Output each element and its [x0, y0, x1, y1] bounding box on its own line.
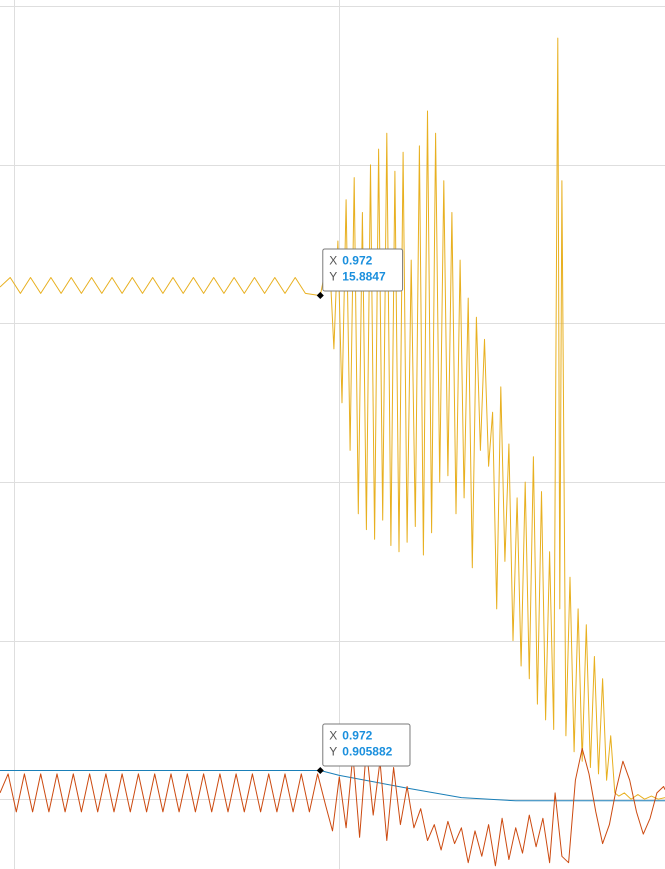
tooltip-0: X 0.972 Y 15.8847	[322, 248, 404, 292]
hover-markers	[316, 291, 324, 775]
tooltip-x-label-1: X	[329, 728, 337, 742]
tooltip-y-value-0: 15.8847	[342, 269, 386, 283]
tooltip-x-value-1: 0.972	[342, 728, 372, 742]
tooltip-x-value-0: 0.972	[342, 253, 372, 267]
tooltip-box-1	[322, 723, 411, 767]
tooltip-x-label-0: X	[329, 253, 337, 267]
series-line-1	[0, 770, 665, 802]
tooltip-1: X 0.972 Y 0.905882	[322, 723, 411, 767]
tooltips: X 0.972 Y 15.8847 X 0.972 Y 0.905882	[322, 248, 411, 767]
series-line-0	[0, 37, 665, 800]
tooltip-y-label-1: Y	[329, 744, 337, 758]
tooltip-y-label-0: Y	[329, 269, 337, 283]
hover-marker-0	[316, 291, 324, 299]
tooltip-y-value-1: 0.905882	[342, 744, 392, 758]
tooltip-box-0	[322, 248, 404, 292]
series-line-2	[0, 748, 665, 867]
series-group	[0, 37, 665, 867]
hover-marker-1	[316, 766, 324, 775]
